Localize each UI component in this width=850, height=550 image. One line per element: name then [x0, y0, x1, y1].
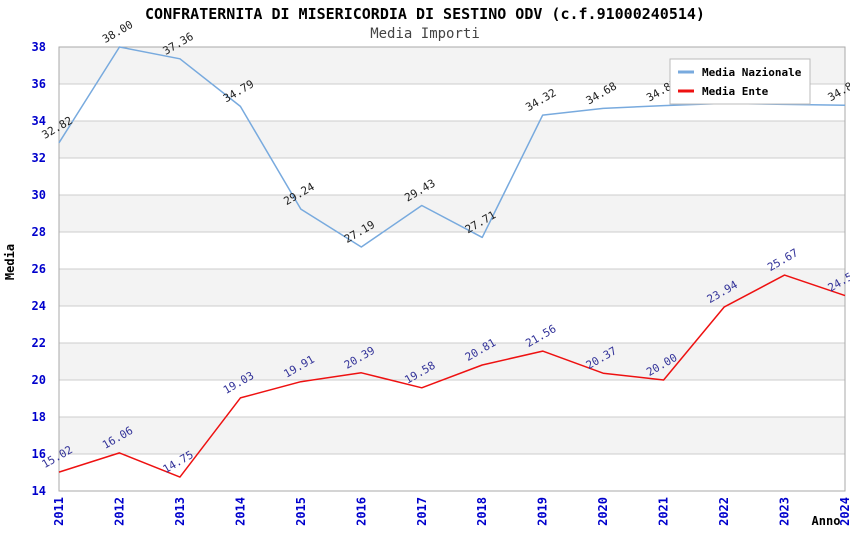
x-tick-label: 2016	[354, 497, 368, 526]
y-tick-label: 20	[32, 373, 46, 387]
plot-band	[59, 195, 845, 232]
y-tick-label: 38	[32, 40, 46, 54]
y-tick-label: 26	[32, 262, 46, 276]
y-tick-label: 18	[32, 410, 46, 424]
x-tick-label: 2021	[657, 497, 671, 526]
y-axis-tick-labels: 38 36 34 32 30 28 26 24 22 20 18 16 14	[32, 40, 46, 498]
y-tick-label: 24	[32, 299, 46, 313]
plot-band	[59, 306, 845, 343]
x-tick-label: 2012	[112, 497, 126, 526]
x-tick-label: 2015	[294, 497, 308, 526]
series-line-media-ente	[58, 274, 846, 478]
chart-title: CONFRATERNITA DI MISERICORDIA DI SESTINO…	[145, 5, 705, 23]
plot-band	[59, 269, 845, 306]
chart-subtitle: Media Importi	[370, 26, 480, 42]
plot-band	[59, 232, 845, 269]
x-axis-tick-labels: 2011 2012 2013 2014 2015 2016 2017 2018 2019 2020…	[52, 497, 850, 526]
y-tick-label: 22	[32, 336, 46, 350]
plot-border-rect	[58, 46, 846, 492]
legend-label: Media Nazionale	[702, 66, 802, 79]
y-tick-label: 16	[32, 447, 46, 461]
plot-band	[59, 454, 845, 491]
y-tick-label: 30	[32, 188, 46, 202]
x-tick-label: 2022	[717, 497, 731, 526]
x-tick-label: 2017	[415, 497, 429, 526]
x-tick-label: 2011	[52, 497, 66, 526]
legend-label: Media Ente	[702, 85, 769, 98]
plot-band	[59, 380, 845, 417]
x-tick-label: 2024	[838, 497, 850, 526]
y-tick-label: 36	[32, 77, 46, 91]
y-tick-label: 34	[32, 114, 46, 128]
y-tick-label: 32	[32, 151, 46, 165]
y-axis-title: Media	[3, 244, 17, 280]
x-tick-label: 2014	[233, 497, 247, 526]
point-label: 38.00	[100, 18, 135, 46]
y-tick-label: 14	[32, 484, 46, 498]
x-tick-label: 2019	[536, 497, 550, 526]
legend-box	[669, 58, 811, 105]
x-tick-label: 2023	[778, 497, 792, 526]
plot-band	[59, 417, 845, 454]
plot-band	[59, 158, 845, 195]
plot-band	[59, 121, 845, 158]
x-tick-label: 2013	[173, 497, 187, 526]
plot-band	[59, 343, 845, 380]
y-tick-label: 28	[32, 225, 46, 239]
x-tick-label: 2018	[475, 497, 489, 526]
plot-border	[58, 46, 846, 492]
x-tick-label: 2020	[596, 497, 610, 526]
legend: Media Nazionale Media Ente	[669, 58, 811, 105]
x-axis-title: Anno	[812, 514, 841, 528]
